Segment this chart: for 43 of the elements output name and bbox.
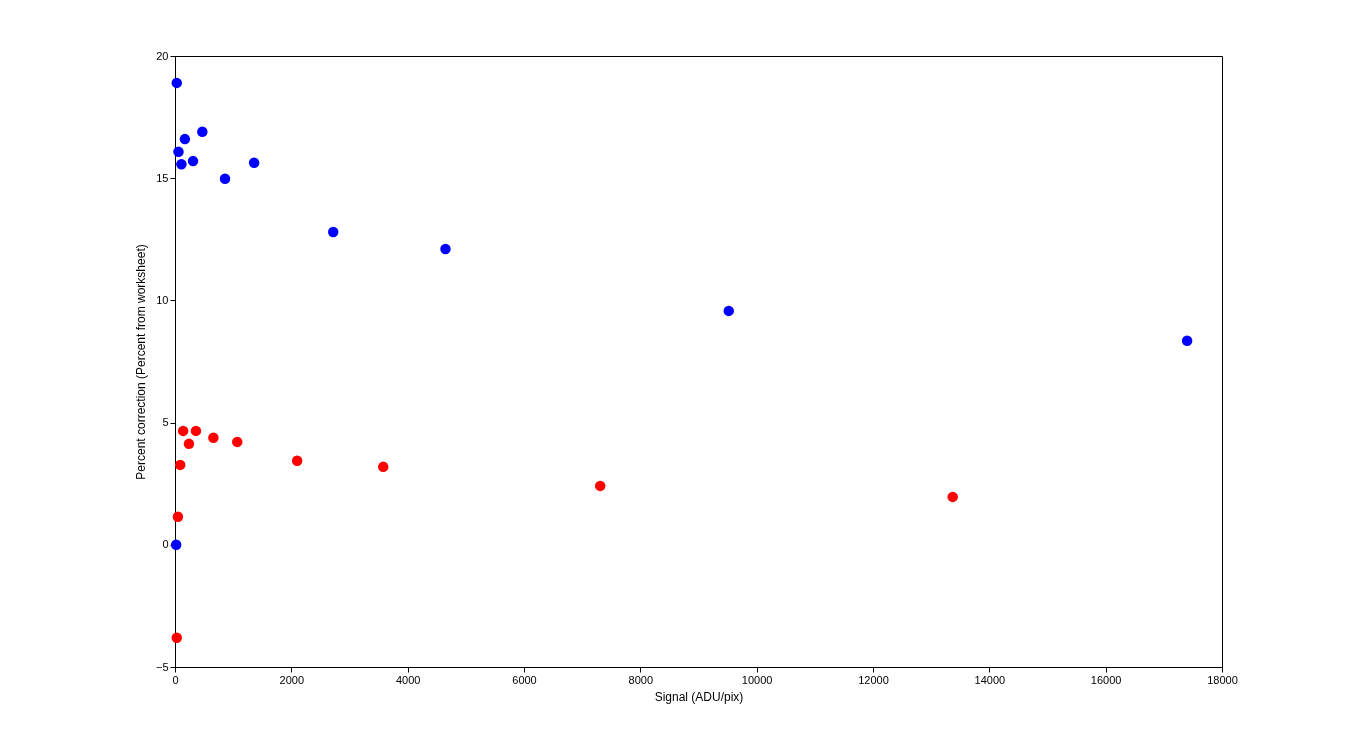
point (327, 226, 339, 238)
point (219, 173, 231, 184)
point (179, 133, 191, 145)
point (947, 491, 958, 503)
point (248, 157, 260, 169)
y-tick-label: 20 (156, 49, 169, 62)
y-tick-label: 10 (156, 293, 169, 306)
x-axis-title: Signal (ADU/pix) (654, 689, 744, 704)
x-tick-label: 10000 (741, 673, 773, 686)
point (594, 480, 606, 492)
y-axis-title: Percent correction (Percent from worksheet) (133, 244, 148, 480)
y-tick-label: −5 (155, 660, 169, 673)
point (440, 243, 451, 255)
point (174, 459, 186, 471)
point (190, 425, 202, 437)
point (197, 126, 208, 137)
x-tick-label: 14000 (974, 673, 1006, 686)
x-tick-label: 4000 (395, 673, 421, 686)
x-tick-label: 18000 (1207, 673, 1238, 686)
point (172, 511, 184, 522)
x-tick-label: 16000 (1090, 673, 1122, 686)
point (171, 632, 182, 643)
point (170, 539, 182, 551)
point (377, 461, 389, 473)
x-tick-label: 0 (172, 673, 179, 686)
x-tick-label: 12000 (858, 673, 889, 686)
x-tick-label: 2000 (279, 673, 305, 686)
point (231, 436, 243, 448)
point (187, 155, 199, 167)
y-tick-label: 15 (156, 171, 169, 184)
y-tick-label: 5 (162, 416, 169, 429)
x-tick-label: 8000 (628, 673, 654, 686)
point (1181, 335, 1193, 346)
x-tick-label: 6000 (512, 673, 537, 686)
point (723, 305, 734, 317)
point (177, 425, 189, 437)
point (173, 146, 184, 158)
point (208, 432, 219, 443)
y-tick-label: 0 (162, 538, 169, 551)
point (291, 455, 303, 466)
point (171, 77, 182, 89)
point (176, 159, 187, 170)
point (183, 438, 195, 450)
